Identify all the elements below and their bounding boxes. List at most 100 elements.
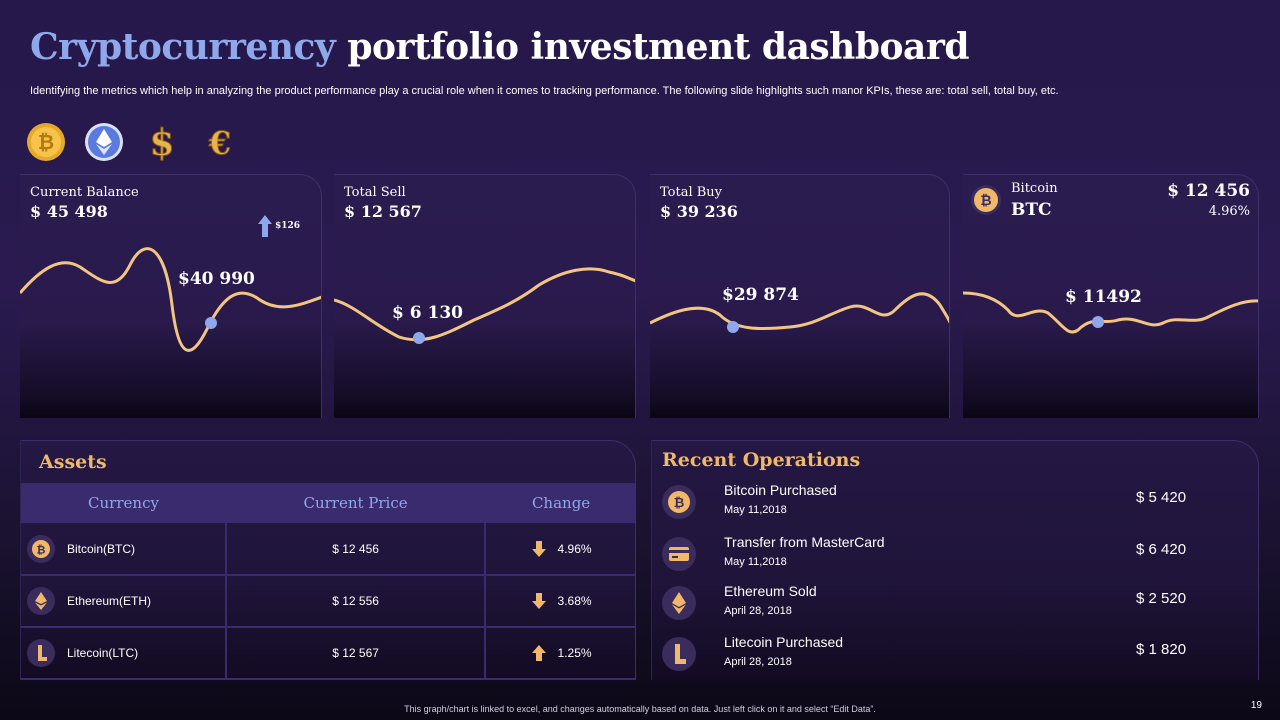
column-header-currency: Currency xyxy=(21,483,226,523)
balance-sparkline xyxy=(20,247,321,352)
page-title: Cryptocurrency portfolio investment dash… xyxy=(30,26,970,68)
buy-label: Total Buy xyxy=(660,185,723,200)
operation-name: Bitcoin Purchased xyxy=(724,482,837,498)
currency-cell: Litecoin(LTC) xyxy=(21,627,227,680)
arrow-up-icon xyxy=(531,645,546,661)
recent-operations-panel: Recent Operations ₿ Bitcoin Purchased Ma… xyxy=(651,440,1259,680)
bitcoin-point-marker xyxy=(1092,316,1104,328)
change-cell: 3.68% xyxy=(485,575,635,628)
change-value: 4.96% xyxy=(557,541,592,556)
buy-point-label: $29 874 xyxy=(722,285,799,305)
operation-amount: $ 1 820 xyxy=(1136,641,1187,658)
litecoin-icon xyxy=(27,639,55,667)
svg-text:₿: ₿ xyxy=(674,496,685,511)
operation-amount: $ 2 520 xyxy=(1136,590,1187,607)
svg-text:€: € xyxy=(208,124,231,162)
column-header-change: Change xyxy=(485,483,635,523)
bitcoin-percent: 4.96% xyxy=(1208,204,1250,219)
table-row: Ethereum(ETH) $ 12 556 3.68% xyxy=(21,575,635,628)
coin-icons-row: ₿ $ € xyxy=(26,122,240,162)
price-cell: $ 12 567 xyxy=(226,627,487,680)
sell-point-marker xyxy=(413,332,425,344)
total-sell-card: Total Sell $ 12 567 $ 6 130 xyxy=(334,174,636,418)
page-subtitle: Identifying the metrics which help in an… xyxy=(30,85,1059,97)
currency-name: Litecoin(LTC) xyxy=(67,646,139,660)
operation-date: April 28, 2018 xyxy=(724,605,792,617)
bitcoin-card: ₿ Bitcoin BTC $ 12 456 4.96% $ 11492 xyxy=(963,174,1259,418)
bitcoin-symbol: BTC xyxy=(1011,200,1052,220)
change-cell: 4.96% xyxy=(485,523,635,576)
currency-cell: Ethereum(ETH) xyxy=(21,575,227,628)
title-accent: Cryptocurrency xyxy=(30,26,336,68)
list-item: ₿ Bitcoin Purchased May 11,2018 $ 5 420 xyxy=(660,479,1258,525)
litecoin-icon xyxy=(662,637,696,671)
change-value: 1.25% xyxy=(557,646,592,660)
sell-sparkline xyxy=(334,267,635,344)
operation-date: April 28, 2018 xyxy=(724,656,792,668)
assets-title: Assets xyxy=(39,451,107,473)
svg-text:₿: ₿ xyxy=(37,543,46,556)
page-number: 19 xyxy=(1250,700,1262,711)
buy-point-marker xyxy=(727,321,739,333)
arrow-down-icon xyxy=(531,593,546,609)
operation-name: Ethereum Sold xyxy=(724,583,817,599)
change-cell: 1.25% xyxy=(485,627,635,680)
operation-date: May 11,2018 xyxy=(724,556,787,568)
price-cell: $ 12 456 xyxy=(226,523,487,576)
footer-note: This graph/chart is linked to excel, and… xyxy=(404,704,876,714)
operation-date: May 11,2018 xyxy=(724,504,787,516)
balance-point-marker xyxy=(205,317,217,329)
currency-name: Bitcoin(BTC) xyxy=(67,541,136,556)
assets-panel: Assets Currency Current Price Change ₿ B… xyxy=(20,440,636,680)
operation-name: Transfer from MasterCard xyxy=(724,534,885,550)
bitcoin-coin-icon: ₿ xyxy=(26,122,66,162)
bitcoin-point-label: $ 11492 xyxy=(1065,287,1142,307)
column-header-price: Current Price xyxy=(226,483,486,523)
list-item: Ethereum Sold April 28, 2018 $ 2 520 xyxy=(660,580,1258,626)
balance-delta: $126 xyxy=(258,215,300,237)
buy-value: $ 39 236 xyxy=(660,202,738,221)
ethereum-coin-icon xyxy=(84,122,124,162)
bitcoin-icon: ₿ xyxy=(971,185,1001,215)
operation-amount: $ 6 420 xyxy=(1136,541,1187,558)
table-row: ₿ Bitcoin(BTC) $ 12 456 4.96% xyxy=(21,523,635,576)
title-rest: portfolio investment dashboard xyxy=(347,26,970,68)
bitcoin-icon: ₿ xyxy=(662,485,696,519)
price-cell: $ 12 556 xyxy=(226,575,487,628)
svg-text:₿: ₿ xyxy=(980,193,991,209)
currency-cell: ₿ Bitcoin(BTC) xyxy=(21,523,227,576)
assets-table: Currency Current Price Change ₿ Bitcoin(… xyxy=(21,483,635,680)
arrow-up-icon xyxy=(258,215,272,237)
buy-sparkline xyxy=(650,292,949,333)
balance-value: $ 45 498 xyxy=(30,202,108,221)
total-buy-card: Total Buy $ 39 236 $29 874 xyxy=(650,174,950,418)
bitcoin-sparkline xyxy=(963,291,1258,334)
sell-point-label: $ 6 130 xyxy=(392,303,463,323)
table-row: Litecoin(LTC) $ 12 567 1.25% xyxy=(21,627,635,680)
list-item: Litecoin Purchased April 28, 2018 $ 1 82… xyxy=(660,631,1258,677)
change-value: 3.68% xyxy=(557,594,592,608)
current-balance-card: Current Balance $ 45 498 $126 $40 990 xyxy=(20,174,322,418)
bitcoin-name: Bitcoin xyxy=(1011,181,1058,196)
sell-label: Total Sell xyxy=(344,185,406,200)
dollar-coin-icon: $ xyxy=(142,122,182,162)
credit-card-icon xyxy=(662,537,696,571)
euro-coin-icon: € xyxy=(200,122,240,163)
currency-name: Ethereum(ETH) xyxy=(67,594,152,608)
balance-delta-value: $126 xyxy=(275,221,301,231)
list-item: Transfer from MasterCard May 11,2018 $ 6… xyxy=(660,531,1258,577)
ethereum-icon xyxy=(662,586,696,620)
balance-point-label: $40 990 xyxy=(178,269,255,289)
operation-name: Litecoin Purchased xyxy=(724,634,844,650)
svg-text:$: $ xyxy=(149,122,174,162)
bitcoin-price: $ 12 456 xyxy=(1167,181,1250,201)
balance-label: Current Balance xyxy=(30,185,139,200)
sell-value: $ 12 567 xyxy=(344,202,422,221)
ethereum-icon xyxy=(27,587,55,615)
operation-amount: $ 5 420 xyxy=(1136,489,1187,506)
svg-text:₿: ₿ xyxy=(38,130,54,154)
operations-title: Recent Operations xyxy=(662,449,861,471)
bitcoin-icon: ₿ xyxy=(27,534,55,563)
arrow-down-icon xyxy=(531,540,546,557)
assets-header-row: Currency Current Price Change xyxy=(21,483,635,523)
